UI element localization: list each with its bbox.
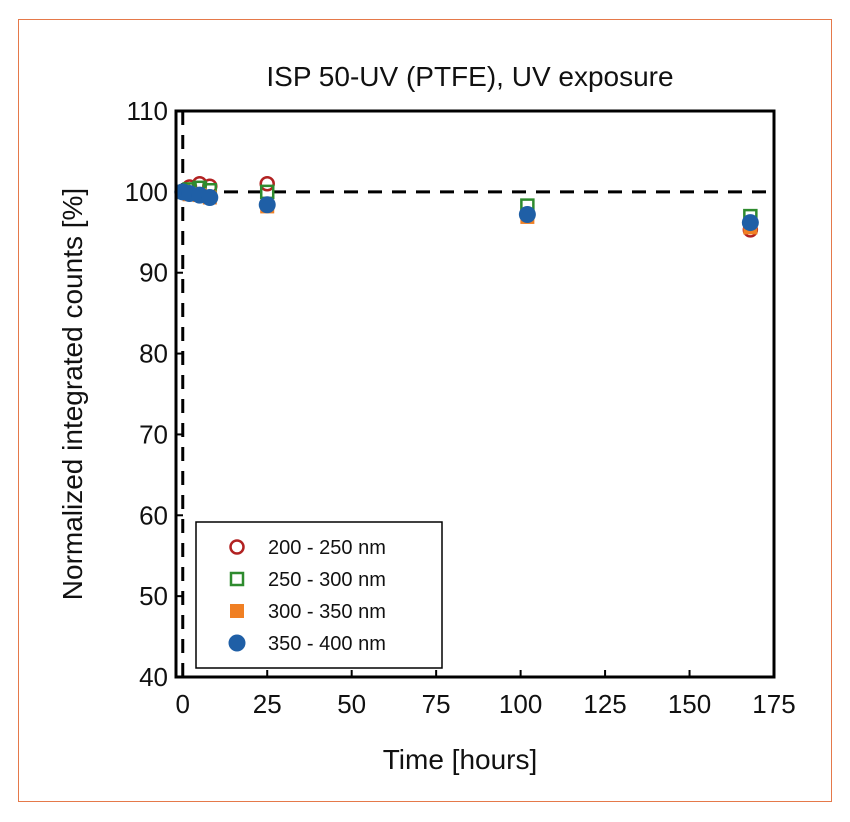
x-tick-label: 175 [752, 689, 795, 719]
x-tick-label: 150 [668, 689, 711, 719]
legend-marker-3 [230, 604, 244, 618]
legend: 200 - 250 nm 250 - 300 nm 300 - 350 nm 350 … [195, 521, 443, 669]
x-ticks: 0 25 50 75 100 125 150 175 [176, 670, 796, 719]
x-tick-label: 50 [337, 689, 366, 719]
figure-frame [18, 19, 832, 802]
y-tick-label: 40 [139, 662, 168, 692]
x-axis-label: Time [hours] [383, 744, 538, 775]
legend-marker-2 [229, 571, 245, 587]
legend-label-3: 300 - 350 nm [268, 601, 386, 623]
y-tick-label: 80 [139, 339, 168, 369]
y-ticks: 40 50 60 70 80 90 100 110 [125, 96, 183, 692]
chart-title: ISP 50-UV (PTFE), UV exposure [266, 61, 673, 92]
legend-label-1: 200 - 250 nm [268, 537, 386, 559]
y-tick-label: 100 [125, 177, 168, 207]
data-points [174, 176, 759, 238]
legend-marker-4 [228, 634, 246, 652]
x-tick-label: 75 [422, 689, 451, 719]
y-tick-label: 70 [139, 419, 168, 449]
legend-label-2: 250 - 300 nm [268, 569, 386, 591]
plot-area [174, 109, 776, 679]
data-point-series-4 [518, 205, 536, 223]
x-tick-label: 0 [176, 689, 190, 719]
x-tick-label: 25 [253, 689, 282, 719]
x-tick-label: 100 [499, 689, 542, 719]
data-point-series-4 [741, 214, 759, 232]
y-axis-label: Normalized integrated counts [%] [57, 188, 88, 600]
y-tick-label: 50 [139, 581, 168, 611]
legend-marker-1 [229, 539, 245, 555]
y-tick-label: 60 [139, 500, 168, 530]
reference-lines [176, 111, 774, 677]
legend-label-4: 350 - 400 nm [268, 633, 386, 655]
y-tick-label: 90 [139, 258, 168, 288]
x-tick-label: 125 [583, 689, 626, 719]
y-tick-label: 110 [127, 96, 168, 126]
data-point-series-4 [258, 196, 276, 214]
data-point-series-1 [259, 176, 275, 192]
data-point-series-4 [201, 189, 219, 207]
